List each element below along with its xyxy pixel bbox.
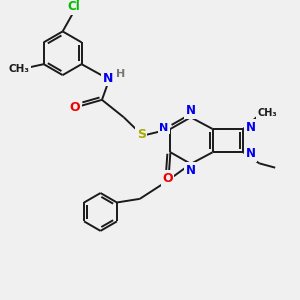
- Text: N: N: [245, 147, 256, 160]
- Text: N: N: [245, 121, 256, 134]
- Text: N: N: [186, 104, 196, 117]
- Text: N: N: [159, 122, 169, 133]
- Text: O: O: [70, 100, 80, 114]
- Text: CH₃: CH₃: [8, 64, 29, 74]
- Text: H: H: [116, 69, 125, 79]
- Text: S: S: [137, 128, 146, 141]
- Text: Cl: Cl: [67, 1, 80, 13]
- Text: N: N: [186, 164, 196, 177]
- Text: CH₃: CH₃: [257, 108, 277, 118]
- Text: N: N: [103, 71, 113, 85]
- Text: O: O: [162, 172, 173, 185]
